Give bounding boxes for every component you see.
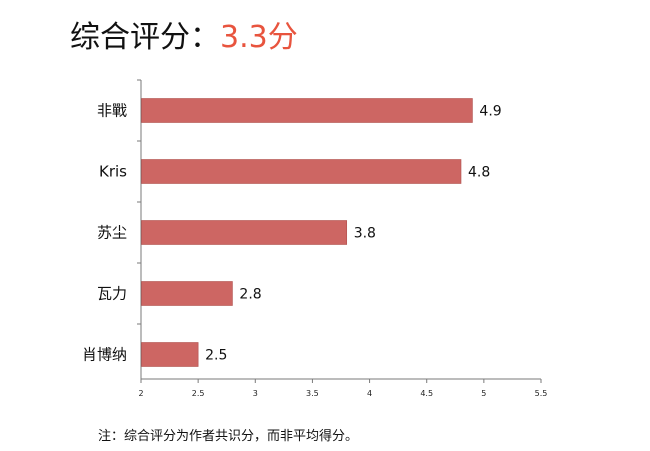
x-tick-label: 5 — [481, 389, 486, 398]
category-label: 瓦力 — [97, 285, 127, 303]
x-tick-label: 3 — [253, 389, 258, 398]
footnote: 注：综合评分为作者共识分，而非平均得分。 — [98, 429, 359, 444]
category-label: 肖博纳 — [82, 346, 127, 364]
category-label: Kris — [99, 163, 127, 181]
bar — [141, 342, 199, 367]
x-tick-label: 5.5 — [535, 389, 548, 398]
category-label: 非戰 — [97, 102, 127, 120]
bar — [141, 220, 348, 245]
x-tick-label: 2.5 — [192, 389, 205, 398]
value-label: 4.9 — [479, 104, 501, 120]
x-tick-label: 4.5 — [420, 389, 433, 398]
category-label: 苏尘 — [97, 224, 127, 242]
value-label: 4.8 — [468, 165, 490, 181]
bar — [141, 281, 233, 306]
value-label: 2.8 — [239, 287, 261, 303]
bar — [141, 98, 473, 123]
title-prefix: 综合评分： — [70, 20, 220, 55]
bar — [141, 159, 462, 184]
value-label: 2.5 — [205, 348, 227, 364]
x-tick-label: 4 — [367, 389, 372, 398]
x-tick-label: 2 — [138, 389, 143, 398]
overall-score: 3.3分 — [220, 20, 298, 55]
chart-title: 综合评分：3.3分 — [70, 18, 298, 58]
value-label: 3.8 — [354, 226, 376, 242]
x-tick-label: 3.5 — [306, 389, 319, 398]
